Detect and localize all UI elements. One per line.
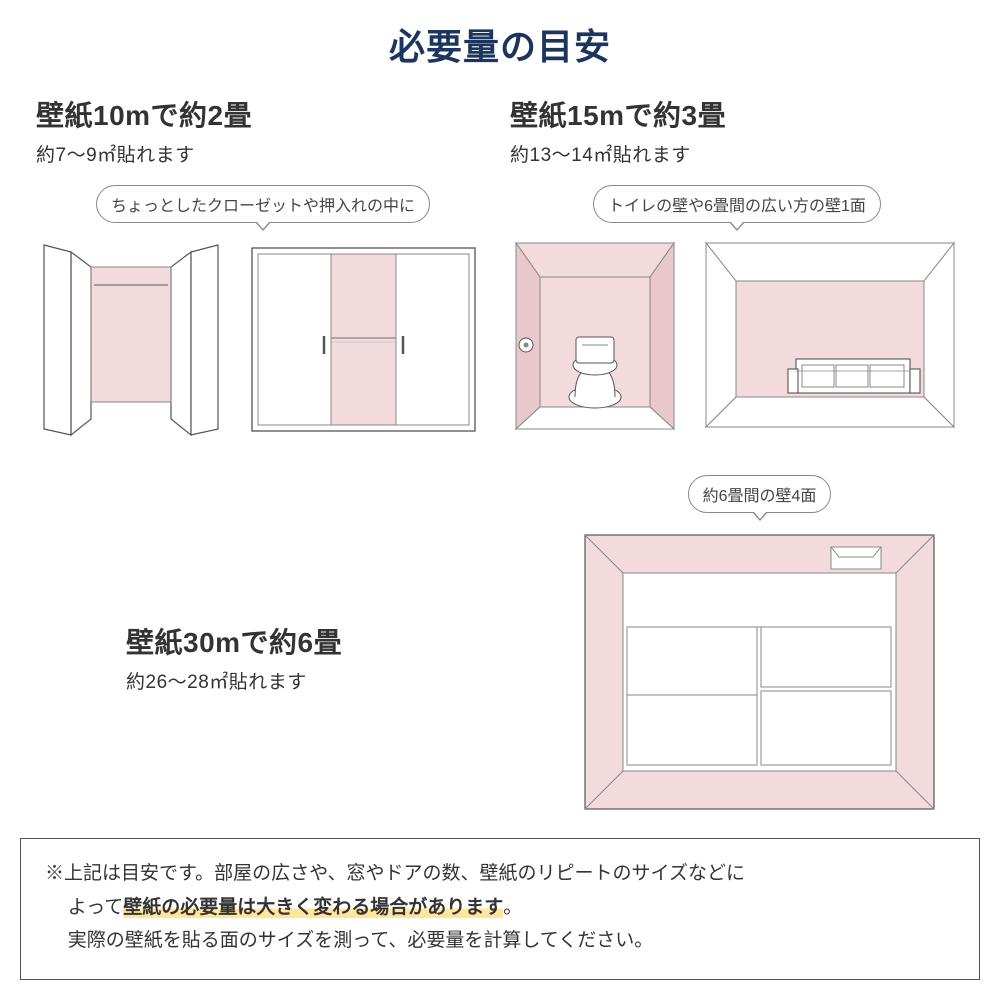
section-15m-caption: トイレの壁や6畳間の広い方の壁1面 <box>593 185 881 223</box>
closet-sketch-icon <box>36 237 226 437</box>
section-10m-illustrations <box>36 237 490 437</box>
section-10m-sub: 約7～9㎡貼れます <box>36 140 490 167</box>
section-15m-sub: 約13～14㎡貼れます <box>510 140 964 167</box>
section-15m: 壁紙15mで約3畳 約13～14㎡貼れます トイレの壁や6畳間の広い方の壁1面 <box>510 94 964 437</box>
section-15m-title: 壁紙15mで約3畳 <box>510 94 964 134</box>
oshiire-sketch-icon <box>246 242 481 437</box>
section-30m-caption: 約6畳間の壁4面 <box>688 475 832 513</box>
note-line-2-post: 。 <box>503 897 522 918</box>
section-15m-illustrations <box>510 237 964 432</box>
section-10m-caption: ちょっとしたクローゼットや押入れの中に <box>96 185 430 223</box>
main-title: 必要量の目安 <box>0 0 1000 70</box>
section-10m: 壁紙10mで約2畳 約7～9㎡貼れます ちょっとしたクローゼットや押入れの中に <box>36 94 490 437</box>
section-10m-title: 壁紙10mで約2畳 <box>36 94 490 134</box>
section-30m-sub: 約26～28㎡貼れます <box>126 667 535 694</box>
note-line-3: 実際の壁紙を貼る面のサイズを測って、必要量を計算してください。 <box>45 924 955 957</box>
note-box: ※上記は目安です。部屋の広さや、窓やドアの数、壁紙のリピートのサイズなどに よっ… <box>20 838 980 980</box>
six-tatami-wall-sketch-icon <box>700 237 960 432</box>
note-line-1: ※上記は目安です。部屋の広さや、窓やドアの数、壁紙のリピートのサイズなどに <box>45 857 955 890</box>
note-highlight: 壁紙の必要量は大きく変わる場合があります <box>123 897 503 918</box>
note-line-2: よって壁紙の必要量は大きく変わる場合があります。 <box>45 891 955 924</box>
section-30m: 壁紙30mで約6畳 約26～28㎡貼れます <box>36 581 535 694</box>
six-tatami-4walls-sketch-icon <box>577 527 942 817</box>
note-line-2-pre: よって <box>68 897 123 918</box>
section-30m-title: 壁紙30mで約6畳 <box>126 621 535 661</box>
toilet-room-sketch-icon <box>510 237 680 432</box>
